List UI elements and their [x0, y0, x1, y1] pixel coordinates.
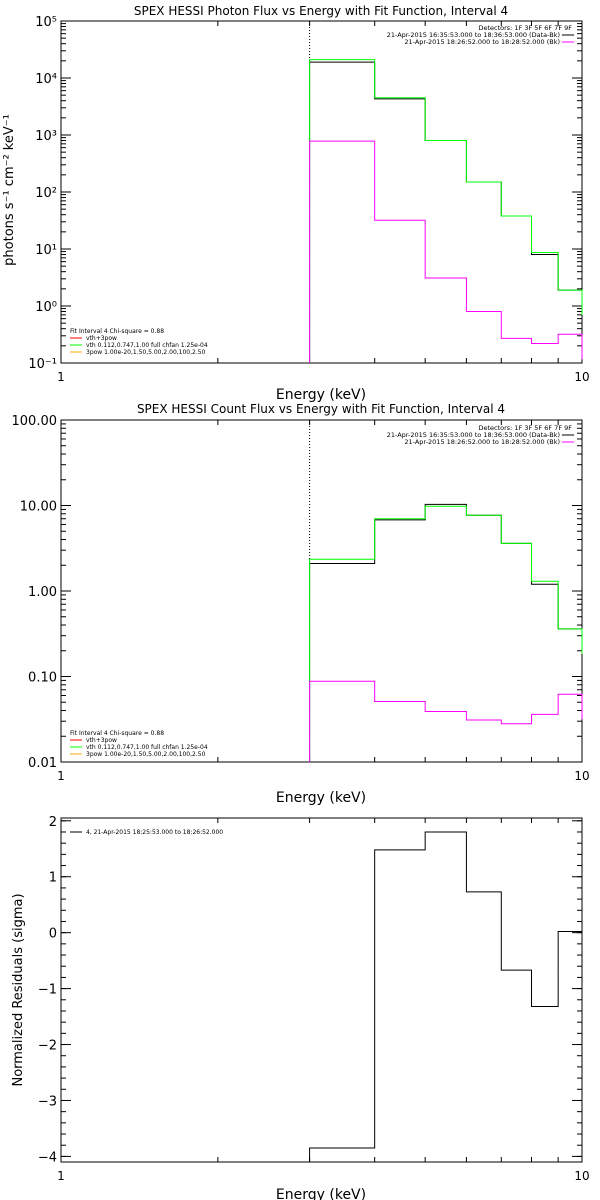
count-flux-series-bk — [309, 680, 583, 762]
photon-flux-x-tick-label: 1 — [57, 370, 65, 384]
photon-flux-fit-summary: Fit Interval 4 Chi-square = 0.88 — [70, 328, 164, 335]
count-flux-bk-interval-line: 21-Apr-2015 18:26:52.000 to 18:28:52.000… — [404, 438, 560, 446]
count-flux-x-axis-label: Energy (keV) — [276, 790, 366, 806]
count-flux-title: SPEX HESSI Count Flux vs Energy with Fit… — [137, 402, 505, 416]
count-flux-x-tick-label: 1 — [57, 769, 65, 783]
residuals-frame — [60, 817, 583, 1163]
photon-flux-series-fit — [309, 59, 583, 363]
photon-flux-legend-3pow: 3pow 1.00e-20,1.50,5.00,2.00,100,2.50 — [86, 349, 206, 356]
count-flux-data-interval-line: 21-Apr-2015 16:35:53.000 to 18:36:53.000… — [387, 431, 560, 439]
residuals-y-tick-label: −3 — [38, 1094, 57, 1109]
residuals-y-tick-label: 1 — [49, 871, 57, 886]
photon-flux-panel: SPEX HESSI Photon Flux vs Energy with Fi… — [2, 4, 574, 403]
residuals-x-axis-label: Energy (keV) — [276, 1187, 366, 1200]
residuals-plot-area: 1 10 −4 −3 −2 −1 0 1 2 — [38, 815, 590, 1183]
count-flux-fit-summary: Fit Interval 4 Chi-square = 0.88 — [70, 730, 164, 737]
count-flux-panel: SPEX HESSI Count Flux vs Energy with Fit… — [70, 402, 574, 806]
photon-flux-plot-area: 1 10 10⁻¹ 10⁰ 10¹ 10² 10³ 10⁴ 10⁵ — [28, 15, 589, 384]
count-flux-legend-vth: vth 0.112,0.747,1.00 full chfan 1.25e-04 — [86, 744, 208, 751]
photon-flux-detectors-line: Detectors: 1F 3F 5F 6F 7F 9F — [478, 24, 572, 32]
photon-flux-y-tick-label: 10¹ — [35, 243, 57, 258]
photon-flux-data-interval-line: 21-Apr-2015 16:35:53.000 to 18:36:53.000… — [387, 31, 560, 39]
residuals-panel: Normalized Residuals (sigma) Energy (keV… — [11, 829, 366, 1200]
count-flux-y-tick-label: 0.01 — [28, 756, 57, 771]
photon-flux-legend-model: vth+3pow — [86, 335, 117, 342]
residuals-y-tick-label: 0 — [49, 927, 57, 942]
photon-flux-y-axis-label: photons s⁻¹ cm⁻² keV⁻¹ — [2, 114, 17, 266]
count-flux-legend-3pow: 3pow 1.00e-20,1.50,5.00,2.00,100,2.50 — [86, 751, 206, 758]
count-flux-legend-model: vth+3pow — [86, 737, 117, 744]
count-flux-y-tick-label: 1.00 — [28, 585, 57, 600]
residuals-x-tick-label: 10 — [574, 1169, 589, 1183]
residuals-x-tick-label: 1 — [57, 1169, 65, 1183]
photon-flux-y-tick-label: 10⁰ — [35, 300, 57, 315]
count-flux-y-tick-label: 10.00 — [20, 500, 57, 515]
residuals-y-tick-label: 2 — [49, 815, 57, 830]
photon-flux-y-tick-label: 10⁻¹ — [28, 357, 57, 372]
photon-flux-x-tick-label: 10 — [574, 370, 589, 384]
photon-flux-legend-vth: vth 0.112,0.747,1.00 full chfan 1.25e-04 — [86, 342, 208, 349]
count-flux-x-tick-label: 10 — [574, 769, 589, 783]
residuals-y-axis-label: Normalized Residuals (sigma) — [11, 893, 26, 1086]
residuals-legend-label: 4, 21-Apr-2015 18:25:53.000 to 18:26:52.… — [86, 829, 223, 836]
photon-flux-x-axis-label: Energy (keV) — [276, 387, 366, 403]
count-flux-series-fit — [309, 505, 583, 762]
photon-flux-title: SPEX HESSI Photon Flux vs Energy with Fi… — [134, 4, 508, 18]
count-flux-plot-area: 1 10 0.01 0.10 1.00 10.00 100.00 — [12, 414, 590, 783]
photon-flux-y-tick-label: 10² — [35, 186, 57, 201]
photon-flux-y-tick-label: 10⁵ — [35, 15, 57, 30]
count-flux-detectors-line: Detectors: 1F 3F 5F 6F 7F 9F — [478, 424, 572, 432]
residuals-y-tick-label: −1 — [38, 983, 57, 998]
photon-flux-y-tick-label: 10⁴ — [35, 72, 57, 87]
photon-flux-bk-interval-line: 21-Apr-2015 18:26:52.000 to 18:28:52.000… — [404, 38, 560, 46]
photon-flux-series-bk — [309, 140, 583, 363]
residuals-y-tick-label: −4 — [38, 1150, 57, 1165]
count-flux-y-tick-label: 100.00 — [12, 414, 58, 429]
count-flux-y-tick-label: 0.10 — [28, 671, 57, 686]
photon-flux-y-tick-label: 10³ — [35, 129, 57, 144]
residuals-y-tick-label: −2 — [38, 1039, 57, 1054]
residuals-series-residuals — [309, 831, 583, 1162]
